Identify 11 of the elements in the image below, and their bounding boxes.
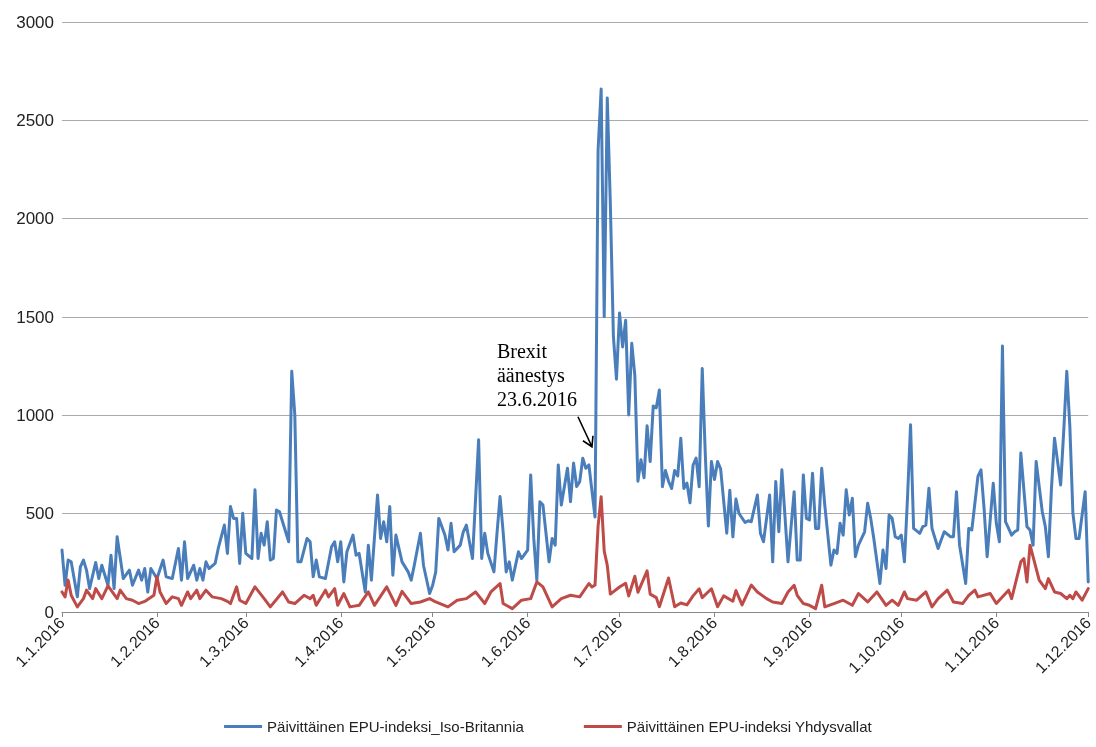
y-tick-label: 3000: [16, 12, 54, 32]
y-tick-label: 1000: [16, 405, 54, 425]
line-series: [60, 87, 1090, 599]
legend-label: Päivittäinen EPU-indeksi_Iso-Britannia: [267, 718, 525, 735]
y-tick-label: 0: [44, 602, 54, 622]
legend-label: Päivittäinen EPU-indeksi Yhdysvallat: [626, 718, 873, 735]
y-tick-label: 500: [25, 504, 54, 524]
y-tick-label: 2000: [16, 209, 54, 229]
annotation: Brexit äänestys 23.6.2016: [496, 339, 577, 410]
y-tick-label: 1500: [16, 307, 54, 327]
y-tick-label: 2500: [16, 110, 54, 130]
